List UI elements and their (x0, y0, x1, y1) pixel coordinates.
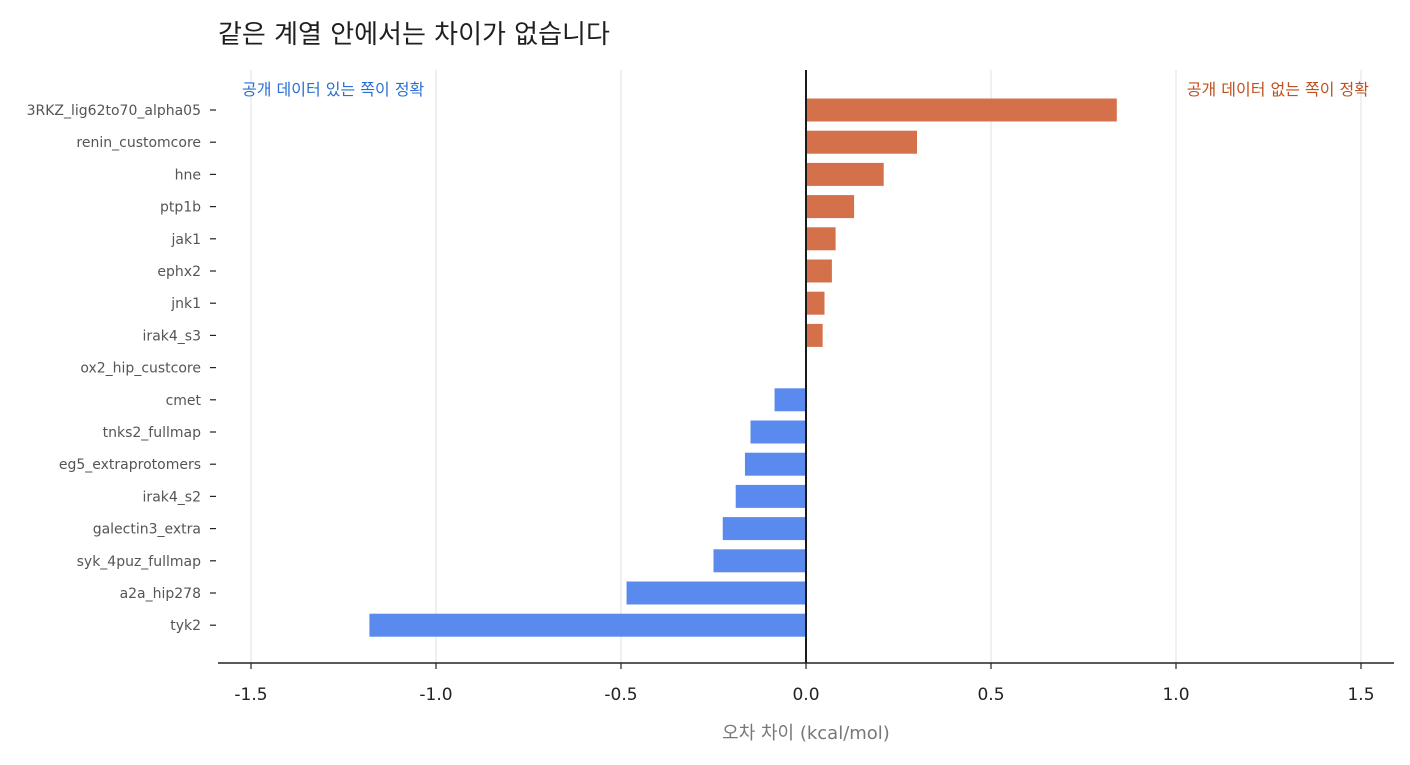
bar (774, 388, 806, 412)
x-tick-label: -1.5 (234, 685, 267, 705)
chart-title: 같은 계열 안에서는 차이가 없습니다 (218, 20, 610, 50)
category-label: tnks2_fullmap (103, 425, 201, 441)
x-tick-label: 0.5 (977, 685, 1004, 705)
bar (806, 323, 823, 347)
bar (713, 549, 806, 573)
bar (806, 162, 884, 186)
bar (735, 484, 806, 508)
x-tick-label: 0.0 (792, 685, 819, 705)
category-label: renin_customcore (76, 135, 201, 151)
category-label: ephx2 (157, 264, 201, 280)
category-label: hne (175, 167, 201, 183)
x-tick-label: -1.0 (419, 685, 452, 705)
bar (806, 259, 832, 283)
x-axis: -1.5 -1.0 -0.5 0.0 0.5 1.0 1.5 (218, 662, 1394, 705)
bar (369, 613, 806, 637)
category-label: irak4_s2 (143, 489, 201, 505)
category-label: galectin3_extra (93, 522, 201, 538)
category-label: eg5_extraprotomers (59, 457, 201, 473)
bar (806, 130, 917, 154)
grid-lines (250, 70, 1362, 663)
bar (626, 581, 806, 605)
category-label: a2a_hip278 (120, 586, 201, 602)
bar (722, 517, 806, 541)
category-label: 3RKZ_lig62to70_alpha05 (27, 103, 201, 119)
category-label: cmet (166, 393, 202, 409)
category-label: irak4_s3 (143, 328, 201, 344)
x-tick-label: -0.5 (604, 685, 637, 705)
bar (806, 227, 836, 251)
bar (744, 452, 806, 476)
x-axis-label: 오차 차이 (kcal/mol) (722, 723, 890, 744)
bars (369, 70, 1117, 663)
category-label: jnk1 (170, 296, 201, 312)
bar (750, 420, 806, 444)
x-tick-label: 1.5 (1347, 685, 1374, 705)
bar (806, 291, 825, 315)
category-label: syk_4puz_fullmap (77, 554, 202, 570)
bar (806, 195, 855, 219)
category-labels: 3RKZ_lig62to70_alpha05 renin_customcorehn… (27, 103, 216, 634)
category-label: ptp1b (160, 200, 201, 216)
annotation-right: 공개 데이터 없는 쪽이 정확 (1187, 80, 1370, 99)
annotation-left: 공개 데이터 있는 쪽이 정확 (242, 80, 425, 99)
category-label: ox2_hip_custcore (80, 361, 201, 377)
category-label: tyk2 (170, 618, 201, 634)
bar (806, 98, 1117, 122)
x-tick-label: 1.0 (1162, 685, 1189, 705)
category-label: jak1 (171, 232, 201, 248)
